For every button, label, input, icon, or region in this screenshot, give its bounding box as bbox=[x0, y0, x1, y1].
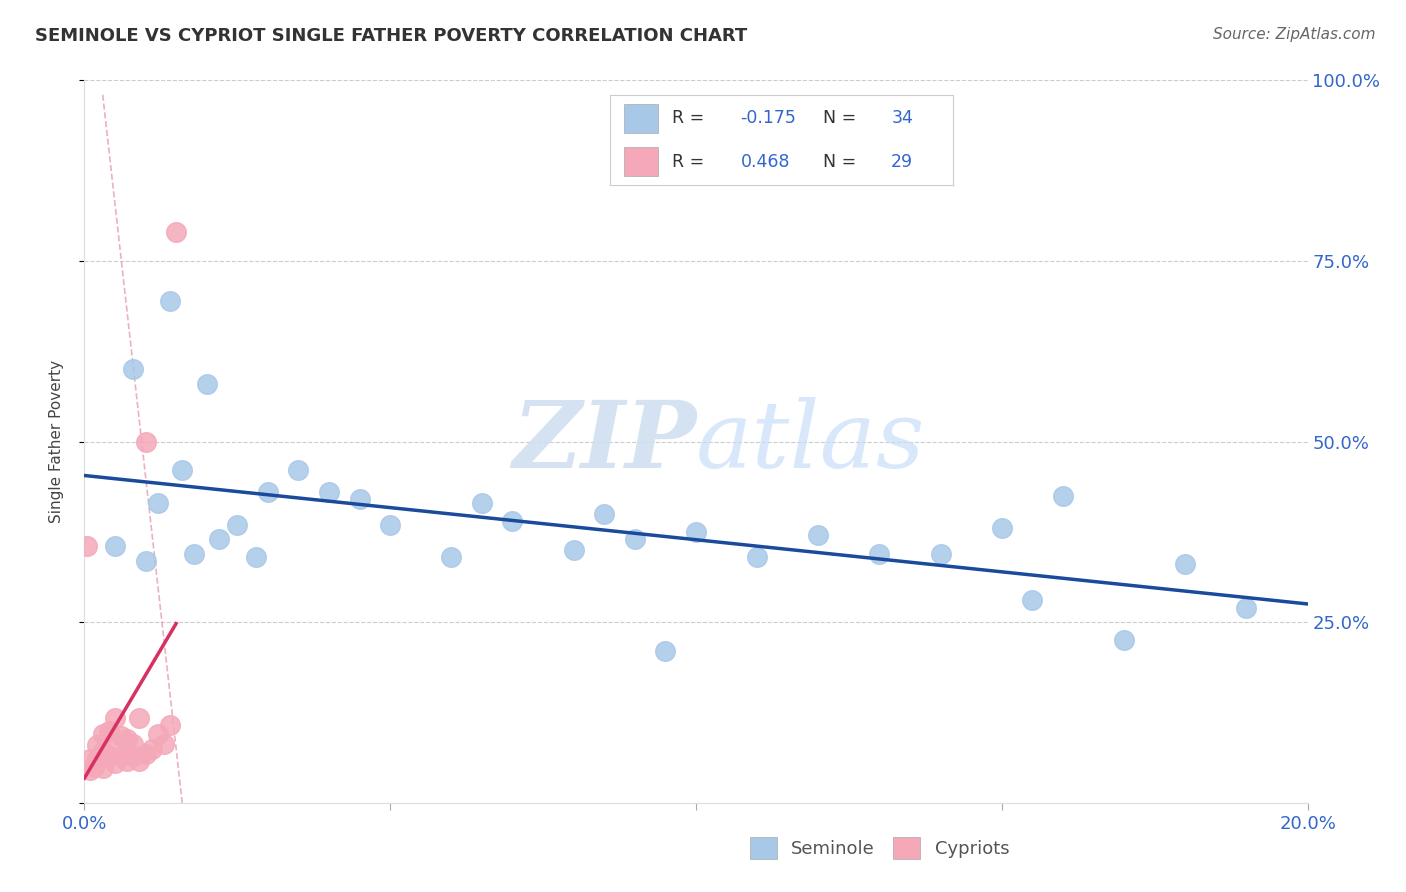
Point bbox=[135, 554, 157, 568]
Point bbox=[91, 727, 114, 741]
Point bbox=[1021, 593, 1043, 607]
Point bbox=[91, 761, 114, 775]
Point bbox=[97, 748, 120, 763]
Text: Source: ZipAtlas.com: Source: ZipAtlas.com bbox=[1212, 27, 1375, 42]
Point bbox=[380, 517, 402, 532]
Point bbox=[128, 754, 150, 768]
Point bbox=[104, 710, 127, 724]
Point bbox=[104, 539, 127, 553]
Point bbox=[122, 748, 145, 763]
Point bbox=[562, 542, 585, 557]
Point bbox=[183, 547, 205, 561]
Point bbox=[83, 760, 105, 774]
Point bbox=[172, 463, 194, 477]
Point bbox=[159, 718, 181, 732]
Point bbox=[122, 737, 145, 751]
Point bbox=[76, 539, 98, 553]
Point bbox=[91, 744, 114, 758]
Point bbox=[79, 752, 101, 766]
Point bbox=[471, 496, 494, 510]
Point bbox=[141, 741, 163, 756]
Point bbox=[79, 764, 101, 778]
Text: SEMINOLE VS CYPRIOT SINGLE FATHER POVERTY CORRELATION CHART: SEMINOLE VS CYPRIOT SINGLE FATHER POVERT… bbox=[35, 27, 748, 45]
Point bbox=[97, 723, 120, 738]
Point bbox=[257, 485, 280, 500]
Point bbox=[110, 748, 132, 763]
Point bbox=[122, 362, 145, 376]
Point bbox=[1052, 489, 1074, 503]
Point bbox=[195, 376, 218, 391]
Point bbox=[135, 434, 157, 449]
Point bbox=[807, 528, 830, 542]
Point bbox=[685, 524, 707, 539]
Point bbox=[624, 532, 647, 546]
Point bbox=[159, 293, 181, 308]
Text: atlas: atlas bbox=[696, 397, 925, 486]
Point bbox=[245, 550, 267, 565]
Point bbox=[153, 737, 176, 751]
Point bbox=[991, 521, 1014, 535]
Point bbox=[110, 729, 132, 743]
Y-axis label: Single Father Poverty: Single Father Poverty bbox=[49, 360, 63, 523]
Point bbox=[208, 532, 231, 546]
Point bbox=[226, 517, 249, 532]
Point bbox=[349, 492, 371, 507]
Legend: Seminole, Cypriots: Seminole, Cypriots bbox=[742, 830, 1017, 866]
Point bbox=[128, 710, 150, 724]
Point bbox=[104, 756, 127, 770]
Point bbox=[1174, 558, 1197, 572]
Point bbox=[1236, 600, 1258, 615]
Point bbox=[86, 738, 108, 752]
Point bbox=[318, 485, 340, 500]
Point bbox=[929, 547, 952, 561]
Point bbox=[593, 507, 616, 521]
Point bbox=[146, 727, 169, 741]
Point bbox=[654, 644, 676, 658]
Point bbox=[869, 547, 891, 561]
Point bbox=[135, 747, 157, 761]
Point bbox=[747, 550, 769, 565]
Point bbox=[287, 463, 309, 477]
Point bbox=[104, 738, 127, 752]
Point bbox=[165, 225, 187, 239]
Point bbox=[502, 514, 524, 528]
Point bbox=[115, 754, 138, 768]
Text: ZIP: ZIP bbox=[512, 397, 696, 486]
Point bbox=[146, 496, 169, 510]
Point bbox=[1114, 633, 1136, 648]
Point bbox=[115, 732, 138, 747]
Point bbox=[86, 752, 108, 766]
Point bbox=[440, 550, 463, 565]
